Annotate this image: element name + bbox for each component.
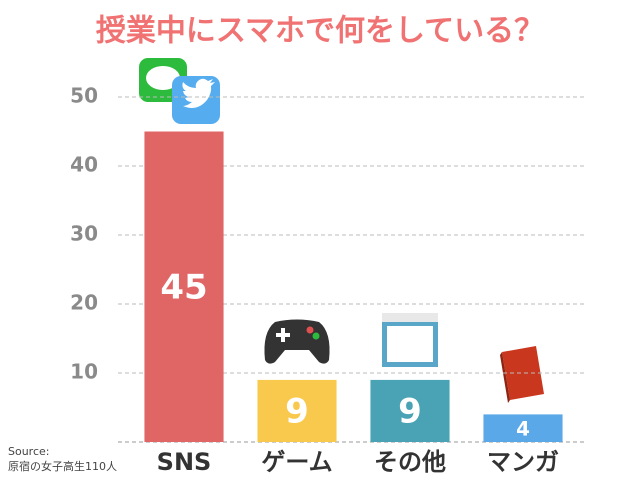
y-tick-label: 10 — [70, 360, 98, 384]
y-tick-label: 30 — [70, 222, 98, 246]
x-tick-label: SNS — [157, 448, 212, 476]
y-tick-label: 40 — [70, 153, 98, 177]
x-tick-label: その他 — [374, 448, 446, 476]
value-label: 9 — [285, 391, 309, 431]
x-tick-label: マンガ — [487, 448, 559, 476]
source-text: 原宿の女子高生110人 — [8, 459, 117, 473]
source-label: Source: — [8, 445, 50, 458]
y-tick-label: 20 — [70, 291, 98, 315]
value-label: 4 — [516, 418, 530, 441]
bar — [370, 379, 450, 442]
value-label: 9 — [398, 391, 422, 431]
gamepad-icon — [264, 319, 330, 364]
value-label: 45 — [160, 267, 207, 307]
sns-icons — [139, 58, 220, 124]
y-tick-label: 50 — [70, 84, 98, 108]
chart-title: 授業中にスマホで何をしている？ — [96, 14, 544, 49]
x-tick-label: ゲーム — [261, 448, 332, 476]
book-icon — [500, 346, 544, 403]
bar — [483, 414, 563, 442]
bar — [144, 131, 224, 442]
browser-icon — [382, 313, 438, 367]
bar — [257, 379, 337, 442]
